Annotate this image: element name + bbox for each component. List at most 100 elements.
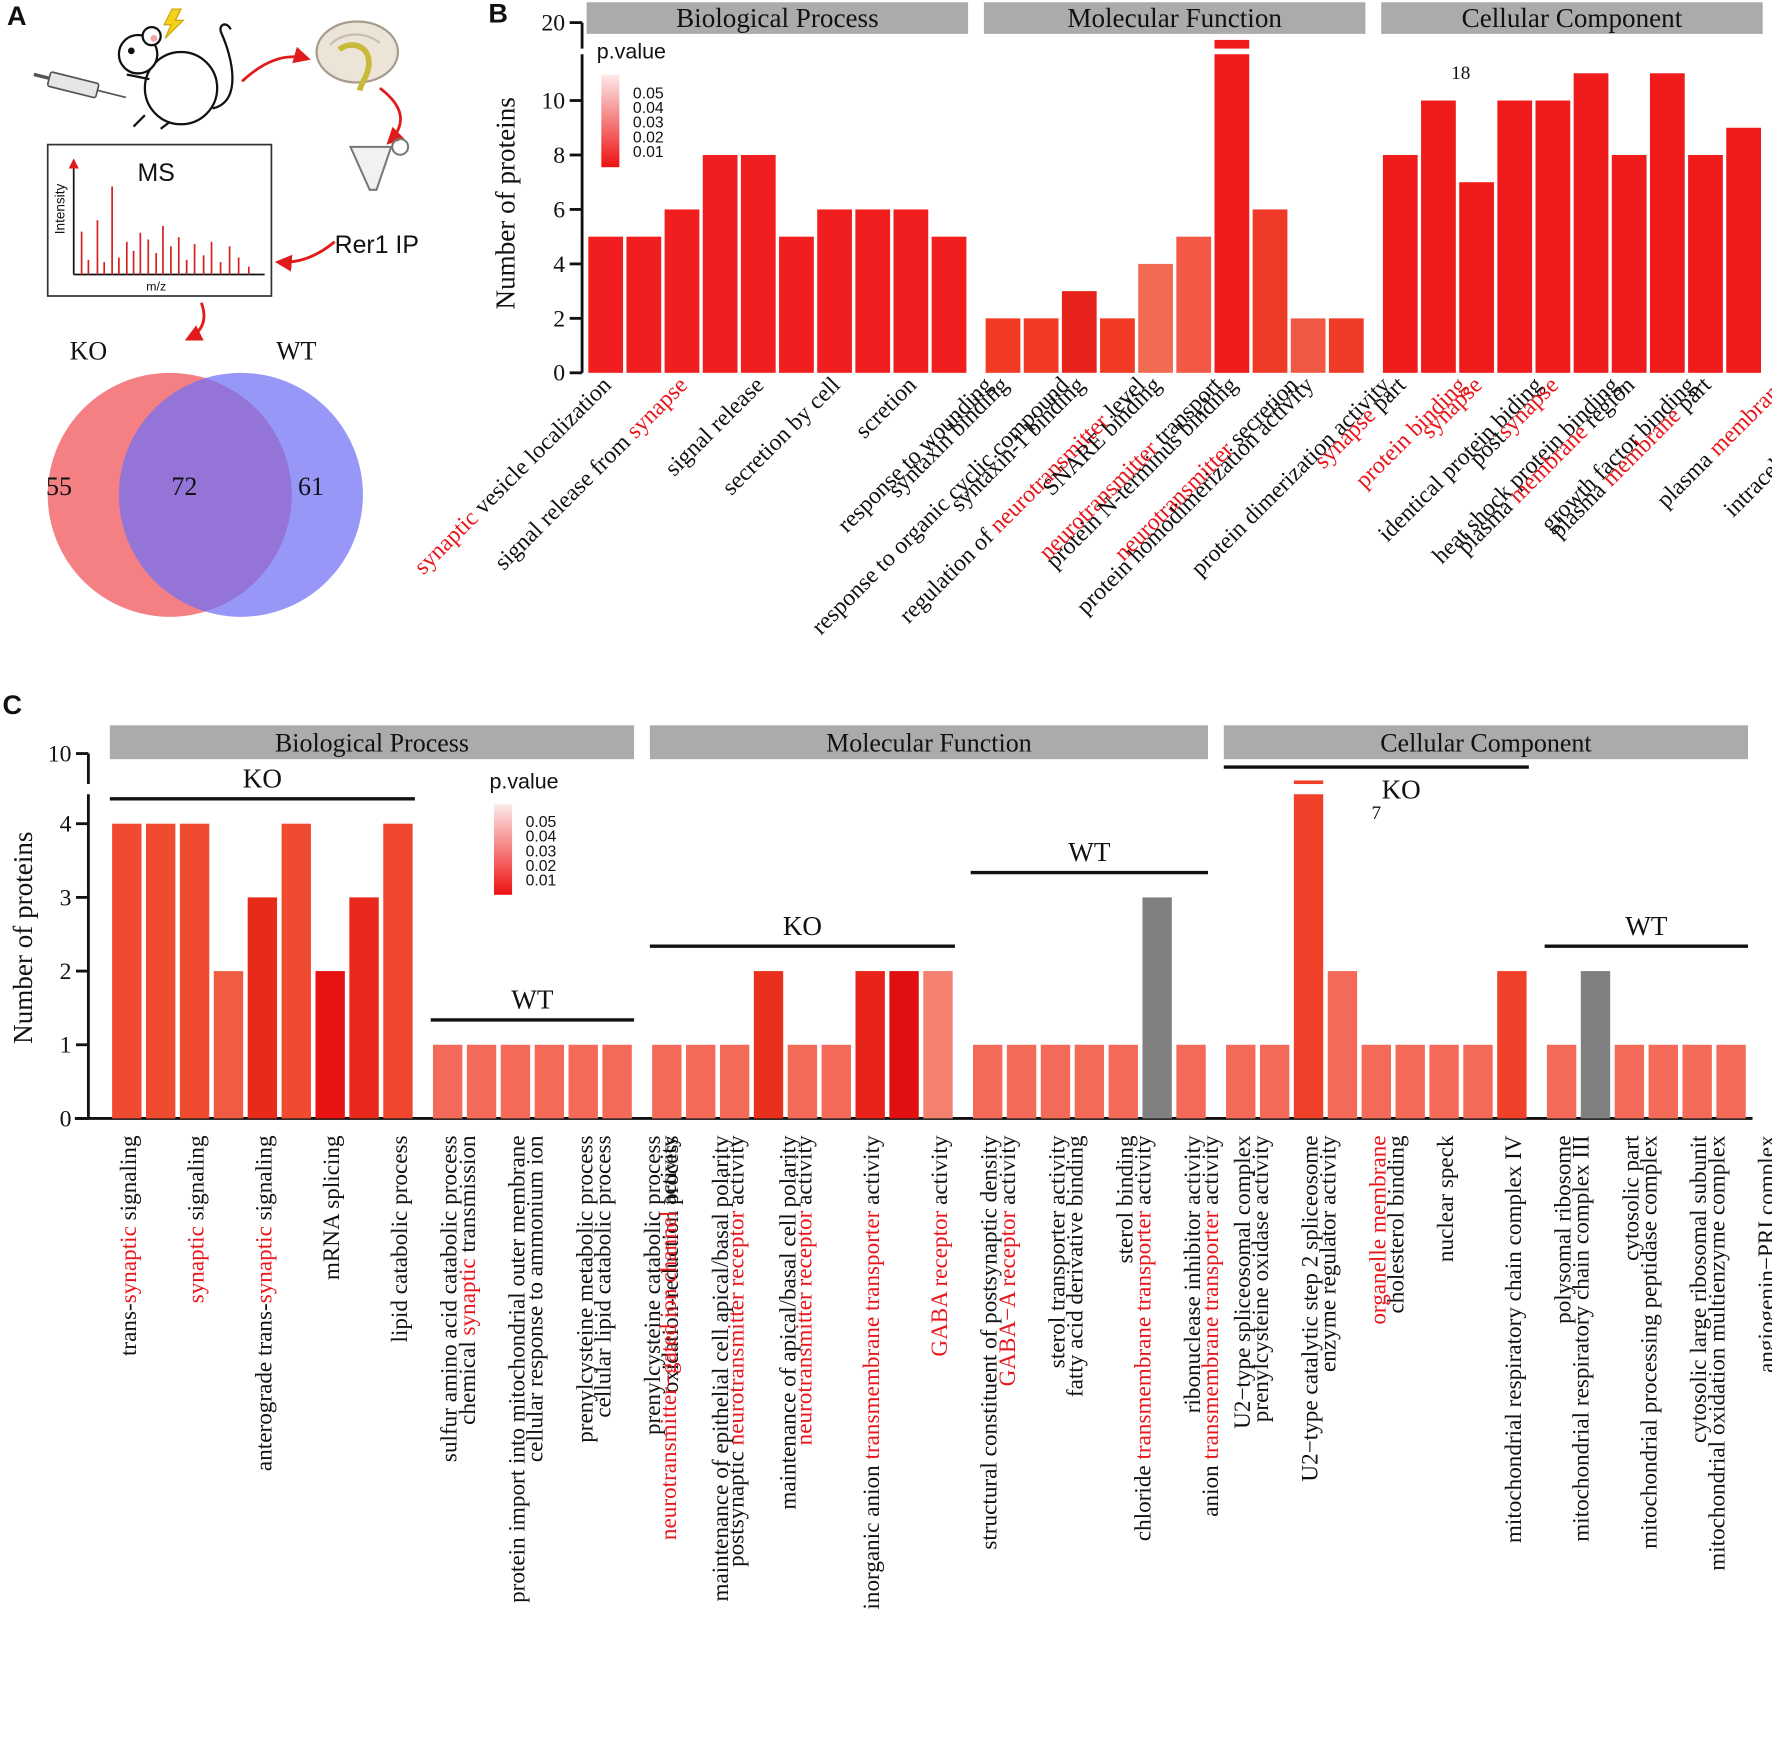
data-label: 18 (1451, 63, 1470, 84)
category-label: neurotransmitter receptor activity (791, 1135, 817, 1445)
bar (1327, 971, 1358, 1119)
category-label: sterol transporter activity (1045, 1135, 1071, 1368)
category-label: sterol binding (1112, 1135, 1138, 1263)
category-label: lipid catabolic process (387, 1135, 413, 1342)
bar (1074, 1044, 1105, 1119)
category-label: scretion (850, 372, 922, 444)
group-header (109, 725, 635, 760)
group-header-label: Molecular Function (1067, 3, 1282, 33)
bar (1138, 263, 1173, 373)
group-header (649, 725, 1208, 760)
bar (1061, 291, 1097, 373)
category-label: sulfur amino acid catabolic process (437, 1135, 463, 1462)
bar (1328, 318, 1364, 373)
bar (923, 971, 953, 1119)
venn-count: 72 (171, 472, 197, 501)
bar (1293, 780, 1324, 1119)
y-tick-label: 6 (553, 197, 565, 223)
bar (1459, 182, 1494, 373)
lightning-icon (163, 8, 185, 39)
venn-count: 55 (46, 472, 72, 501)
group-header-label: Cellular Component (1380, 728, 1592, 757)
y-tick-label: 0 (60, 1106, 72, 1132)
bar (1361, 1044, 1392, 1119)
syringe-icon (33, 71, 127, 99)
ms-title: MS (138, 160, 175, 187)
axis-break-gap (1291, 784, 1326, 795)
y-tick-label: 1 (60, 1033, 72, 1059)
bar (1214, 39, 1250, 373)
category-label: mitochondrial processing peptidase compl… (1636, 1135, 1662, 1549)
category-label: prenylcysteine metabolic process (572, 1135, 598, 1442)
group-header-label: Molecular Function (826, 728, 1032, 757)
group-header (1223, 725, 1749, 760)
venn-count: 61 (298, 472, 324, 501)
bar (179, 823, 210, 1119)
bar (1716, 1044, 1746, 1119)
data-label: 7 (1372, 803, 1382, 824)
bar (1580, 971, 1611, 1119)
legend-title: p.value (597, 40, 666, 64)
category-label: ribonuclease inhibitor activity (1180, 1135, 1206, 1413)
category-label: chloride transmembrane transporter activ… (1130, 1135, 1156, 1541)
bar (1546, 1044, 1577, 1119)
bar (112, 823, 142, 1119)
y-tick-label: 0 (553, 361, 565, 387)
bar (146, 823, 176, 1119)
bar (1573, 73, 1609, 373)
category-label: maintenance of apical/basal cell polarit… (776, 1135, 802, 1510)
category-label: prenylcysteine oxidase activity (1248, 1135, 1274, 1422)
legend-tick-label: 0.04 (526, 829, 557, 846)
arrow (241, 46, 311, 83)
category-label: cytosolic large ribosomal subunit (1686, 1135, 1712, 1443)
bar (1395, 1044, 1425, 1119)
bar (1142, 897, 1172, 1119)
subgroup-label: WT (1625, 911, 1668, 941)
category-label: trans-synaptic signaling (116, 1135, 142, 1356)
legend-colorbar (493, 804, 513, 895)
bar (1688, 154, 1723, 373)
y-axis-label: Intensity (53, 184, 68, 235)
legend-tick-label: 0.03 (526, 843, 557, 860)
bar (1176, 236, 1212, 373)
bar (1108, 1044, 1138, 1119)
group-header (586, 2, 969, 34)
legend-tick-label: 0.04 (633, 100, 664, 117)
bar (500, 1044, 531, 1119)
bar (1259, 1044, 1290, 1119)
bar (821, 1044, 851, 1119)
category-label: anion transmembrane transporter activity (1198, 1135, 1224, 1517)
bar (985, 318, 1021, 373)
bar (817, 209, 852, 373)
bar (466, 1044, 497, 1119)
bar (1290, 318, 1326, 373)
category-label: GABA−A receptor activity (995, 1135, 1021, 1386)
legend-tick-label: 0.02 (526, 858, 557, 875)
legend-tick-label: 0.03 (633, 115, 664, 132)
bar (1382, 154, 1418, 373)
category-label: structural constituent of postsynaptic d… (977, 1135, 1003, 1550)
legend-tick-label: 0.05 (633, 85, 664, 102)
subgroup-label: WT (511, 985, 554, 1015)
bar (213, 971, 244, 1119)
category-label: prenylcysteine catabolic process (640, 1135, 666, 1435)
category-label: cholesterol binding (1383, 1135, 1409, 1314)
bar (1726, 127, 1761, 373)
bar (588, 236, 624, 373)
category-label: cellular response to ammonium ion (523, 1135, 549, 1462)
bar (702, 154, 738, 373)
y-tick-label: 3 (60, 885, 72, 911)
category-label: fatty acid derivative binding (1063, 1135, 1089, 1397)
category-label: oxidation-reduction process (658, 1135, 684, 1393)
subgroup-label: WT (1068, 837, 1111, 867)
y-tick-label: 2 (553, 306, 565, 332)
bar (626, 236, 662, 373)
bar (1176, 1044, 1206, 1119)
ms-box (46, 143, 273, 297)
bar (686, 1044, 716, 1119)
subgroup-label: KO (243, 764, 282, 794)
bar (1226, 1044, 1256, 1119)
legend-tick-label: 0.01 (526, 873, 557, 890)
y-tick-label: 8 (553, 143, 565, 169)
category-label: chemical synaptic transmission (455, 1135, 481, 1425)
